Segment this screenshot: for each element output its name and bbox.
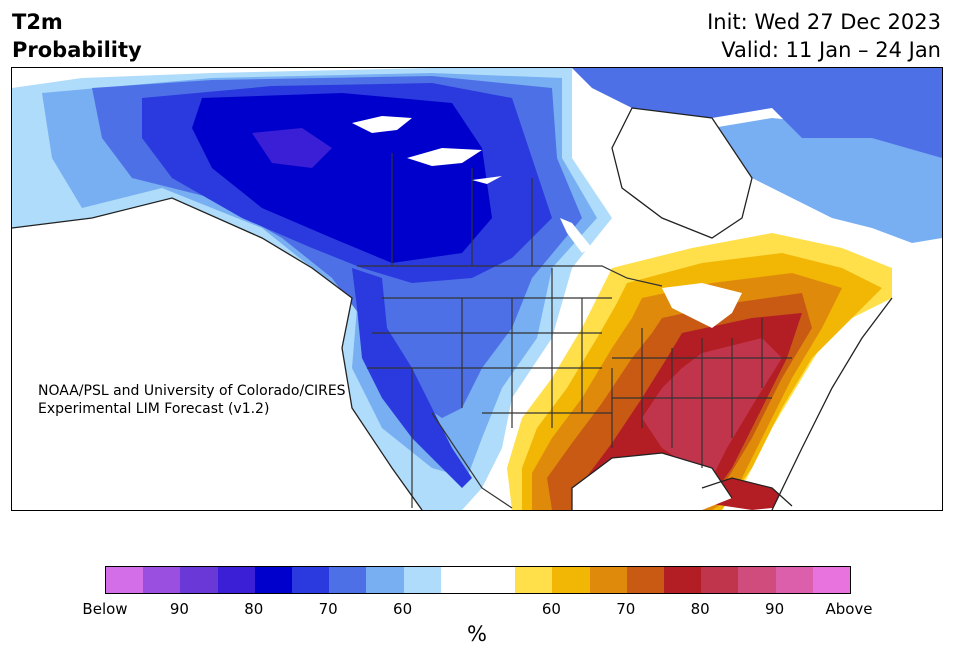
ocean-pacific [12,198,422,510]
map-title: T2m Probability [12,8,142,64]
colorbar-segment [552,567,590,593]
colorbar-segment [701,567,739,593]
colorbar-segment [664,567,702,593]
probability-colorbar [105,566,851,594]
lake-winnipeg [560,218,592,253]
colorbar-segment [738,567,776,593]
colorbar-tick-label: 80 [690,600,710,618]
colorbar-tick-label: Above [825,600,873,618]
great-lakes [662,283,742,328]
great-slave-lake [407,148,482,166]
data-credit: NOAA/PSL and University of Colorado/CIRE… [38,382,346,418]
borders [357,153,792,509]
colorbar-tick-label: 70 [616,600,636,618]
colorbar-tick-label: Below [82,600,128,618]
colorbar-segment [292,567,330,593]
warm-region-95 [642,338,782,478]
colorbar-segment [478,567,516,593]
credit-line-1: NOAA/PSL and University of Colorado/CIRE… [38,383,346,399]
lake-athabasca [472,176,502,184]
forecast-dates: Init: Wed 27 Dec 2023 Valid: 11 Jan – 24… [707,8,941,64]
colorbar-tick-label: 70 [318,600,338,618]
colorbar-segment [106,567,144,593]
init-date: Init: Wed 27 Dec 2023 [707,10,941,34]
colorbar-segment [329,567,367,593]
arctic-islands [572,68,942,118]
colorbar-segment [515,567,553,593]
colorbar-segment [217,567,255,593]
cold-region-95 [252,128,332,168]
colorbar-segment [775,567,813,593]
valid-date: Valid: 11 Jan – 24 Jan [721,38,941,62]
colorbar-tick-label: 90 [169,600,189,618]
great-bear-lake [352,116,412,133]
credit-line-2: Experimental LIM Forecast (v1.2) [38,401,270,417]
gulf-of-mexico [572,453,732,510]
title-line-1: T2m [12,10,63,34]
hudson-bay [612,108,752,238]
probability-map [11,67,943,511]
colorbar-unit: % [467,622,487,646]
colorbar-segment [366,567,404,593]
title-line-2: Probability [12,38,142,62]
colorbar-segment [180,567,218,593]
ocean-atlantic [772,298,942,510]
colorbar-segment [626,567,665,593]
colorbar-tick-label: 90 [765,600,785,618]
colorbar-tick-label: 60 [541,600,561,618]
colorbar-segment [403,567,441,593]
coastlines [12,107,893,510]
colorbar-segment [254,567,293,593]
colorbar-tick-label: 80 [244,600,264,618]
map-canvas [12,68,942,510]
colorbar-segment [143,567,181,593]
colorbar-segment [589,567,627,593]
colorbar-tick-label: 60 [393,600,413,618]
colorbar-segment [812,567,851,593]
colorbar-segment [440,567,479,593]
ne-canada-cold [712,118,942,243]
